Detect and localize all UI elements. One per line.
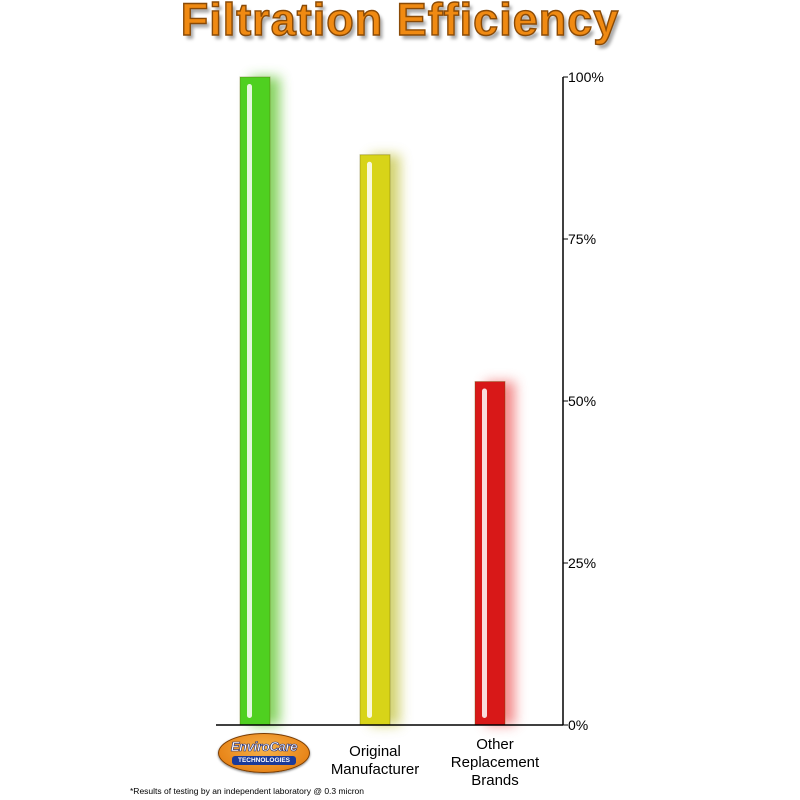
bar-highlight-0 [247,84,252,718]
y-tick-label-4: 100% [568,69,604,85]
logo-oval [218,733,310,773]
y-tick-label-3: 75% [568,231,596,247]
y-tick-label-1: 25% [568,555,596,571]
footnote: *Results of testing by an independent la… [130,786,365,796]
bar-highlight-2 [482,388,487,718]
y-tick-label-2: 50% [568,393,596,409]
bar-1 [359,154,391,726]
category-label-original-manufacturer: Original Manufacturer [330,743,420,778]
bar-2 [474,381,506,726]
bar-0 [239,76,271,726]
chart-title: Filtration Efficiency [180,0,620,46]
logo-brand-text: EnviroCare [230,739,298,755]
logo-sub-text: TECHNOLOGIES [232,756,296,765]
category-label-other-replacement-brands: Other Replacement Brands [450,736,540,789]
bar-highlight-1 [367,161,372,718]
y-tick-label-0: 0% [568,717,588,733]
envirocare-logo: EnviroCare TECHNOLOGIES [218,733,310,773]
